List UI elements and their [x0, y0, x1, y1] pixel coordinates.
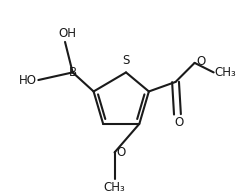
Text: OH: OH	[58, 27, 76, 40]
Text: S: S	[122, 54, 130, 67]
Text: HO: HO	[18, 74, 37, 86]
Text: CH₃: CH₃	[104, 181, 125, 194]
Text: O: O	[116, 146, 126, 159]
Text: O: O	[175, 116, 184, 129]
Text: O: O	[197, 55, 206, 68]
Text: B: B	[69, 66, 77, 79]
Text: CH₃: CH₃	[215, 66, 236, 79]
